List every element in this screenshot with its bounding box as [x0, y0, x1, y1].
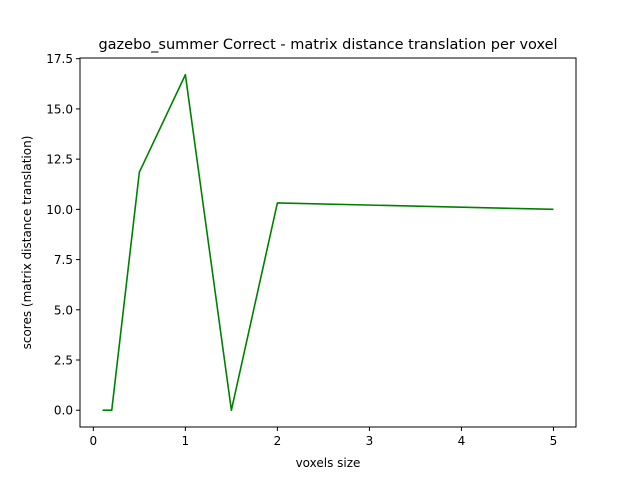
chart-title: gazebo_summer Correct - matrix distance … [98, 37, 557, 53]
y-tick-label: 10.0 [46, 203, 73, 217]
series-line [102, 73, 554, 412]
plot-series [102, 73, 554, 412]
y-tick-label: 0.0 [54, 404, 73, 418]
y-tick-label: 7.5 [54, 253, 73, 267]
y-tick-label: 15.0 [46, 102, 73, 116]
x-tick-label: 1 [182, 434, 190, 448]
x-tick-label: 5 [550, 434, 558, 448]
y-axis-label: scores (matrix distance translation) [20, 136, 34, 350]
plot-frame [79, 57, 577, 428]
x-tick-label: 4 [458, 434, 466, 448]
x-tick-label: 0 [90, 434, 98, 448]
y-tick-label: 2.5 [54, 354, 73, 368]
y-axis-ticks: 0.0 2.5 5.0 7.5 10.0 12.5 15.0 17.5 [46, 52, 80, 418]
x-tick-label: 3 [366, 434, 374, 448]
y-tick-label: 17.5 [46, 52, 73, 66]
x-axis-label: voxels size [296, 456, 361, 470]
x-axis-ticks: 0 1 2 3 4 5 [90, 427, 558, 448]
y-tick-label: 5.0 [54, 303, 73, 317]
x-tick-label: 2 [274, 434, 282, 448]
y-tick-label: 12.5 [46, 153, 73, 167]
